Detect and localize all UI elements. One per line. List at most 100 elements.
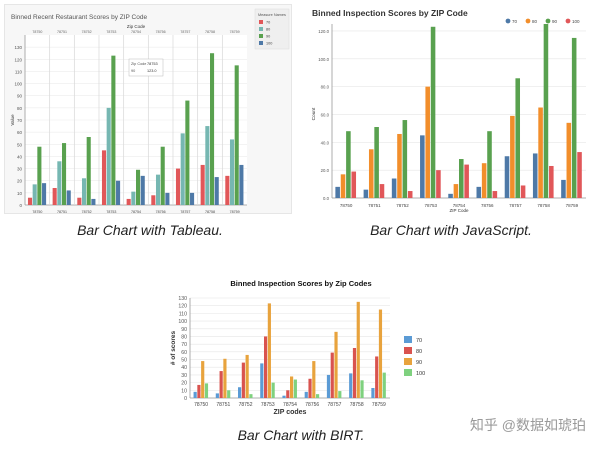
legend-swatch	[404, 347, 412, 354]
y-tick-label: 50	[17, 142, 23, 147]
x-axis-title: ZIP Code	[450, 208, 469, 212]
bar	[42, 183, 47, 205]
x-tick-label: 78750	[340, 203, 353, 208]
bar	[304, 391, 308, 398]
y-tick-label: 60	[181, 350, 187, 356]
bar	[264, 336, 268, 398]
y-tick-label: 130	[14, 45, 22, 50]
x-tick-label: 78758	[537, 203, 550, 208]
column-header: 78752	[82, 30, 92, 34]
y-tick-label: 60	[17, 130, 23, 135]
legend-label: 100	[572, 19, 580, 24]
bar	[286, 390, 290, 398]
legend: Measure Names 70 80 90 100	[254, 8, 290, 50]
bar	[151, 195, 156, 205]
x-tick-label: 78759	[230, 210, 240, 213]
bar	[190, 192, 195, 205]
tooltip-measure-value: 123.0	[147, 69, 157, 73]
x-tick-label: 78759	[372, 402, 386, 408]
bar	[448, 193, 453, 198]
column-header: 78753	[106, 30, 116, 34]
bar	[229, 139, 235, 205]
y-tick-label: 60.0	[321, 112, 330, 117]
javascript-chart: Binned Inspection Scores by ZIP Code 0.0 2…	[311, 8, 586, 213]
bar	[351, 171, 357, 198]
birt-chart-panel: Binned Inspection Scores by Zip Codes 0 10…	[170, 274, 432, 419]
x-tick-label: 78750	[194, 402, 208, 408]
bar	[223, 358, 227, 398]
bar	[349, 373, 353, 398]
legend: 70 80 90 100	[404, 336, 425, 377]
bar	[271, 382, 275, 398]
legend-swatch	[545, 18, 551, 24]
x-axis-title: ZIP codes	[274, 409, 307, 416]
legend-swatch	[259, 34, 263, 38]
chart-title: Binned Inspection Scores by Zip Codes	[230, 279, 371, 288]
legend-title: Measure Names	[258, 13, 286, 17]
bar	[200, 164, 205, 205]
y-tick-label: 40	[17, 154, 23, 159]
bar	[175, 168, 181, 205]
bar	[57, 161, 62, 205]
bar	[407, 191, 413, 198]
bar	[543, 24, 549, 198]
tooltip-zip-value: 78753	[147, 62, 158, 66]
bar	[245, 354, 249, 398]
bar	[453, 184, 459, 198]
bar	[185, 100, 190, 205]
bar	[340, 174, 346, 198]
y-tick-label: 90	[17, 94, 23, 99]
bar	[316, 394, 320, 398]
y-axis-title: Value	[10, 114, 15, 126]
bar	[378, 309, 383, 398]
bar	[210, 53, 215, 205]
bar	[37, 146, 42, 205]
bar	[549, 165, 554, 198]
y-tick-label: 50	[181, 358, 187, 364]
bar	[77, 197, 82, 205]
x-tick-label: 78756	[156, 210, 166, 213]
bar	[62, 143, 67, 205]
javascript-caption: Bar Chart with JavaScript.	[370, 222, 532, 238]
bar	[219, 371, 223, 398]
bar	[397, 133, 402, 198]
x-tick-label: 78759	[566, 203, 579, 208]
bar	[430, 26, 436, 199]
legend-swatch	[404, 336, 412, 343]
bar	[374, 127, 379, 198]
bar	[140, 175, 145, 205]
x-tick-label: 78757	[180, 210, 190, 213]
bar	[382, 372, 386, 398]
x-tick-label: 78756	[481, 203, 494, 208]
birt-chart: Binned Inspection Scores by Zip Codes 0 10…	[170, 279, 425, 416]
x-tick-label: 78758	[350, 402, 364, 408]
bar	[52, 188, 57, 205]
bar	[126, 198, 131, 205]
legend-swatch	[505, 18, 511, 24]
legend-swatch	[404, 358, 412, 365]
bar	[464, 164, 469, 198]
bar	[234, 65, 239, 205]
bar	[86, 137, 91, 205]
bar	[487, 131, 492, 198]
bar	[312, 361, 316, 398]
bar	[566, 122, 572, 198]
legend-label: 80	[416, 349, 422, 355]
y-tick-label: 10	[17, 191, 23, 196]
chart-title: Binned Recent Restaurant Scores by ZIP C…	[11, 14, 147, 21]
bar	[368, 149, 374, 198]
bar	[267, 303, 271, 398]
y-tick-label: 0	[19, 203, 22, 208]
bar	[538, 107, 543, 198]
legend-label: 70	[266, 21, 270, 25]
y-tick-label: 120	[14, 57, 22, 62]
x-axis-title: Zip Code	[127, 24, 146, 29]
y-tick-label: 40	[181, 365, 187, 371]
bar	[510, 115, 515, 198]
x-tick-label: 78756	[305, 402, 319, 408]
x-tick-label: 78752	[239, 402, 253, 408]
x-tick-label: 78753	[425, 203, 438, 208]
bar	[402, 120, 408, 198]
legend-swatch	[565, 18, 571, 24]
bar	[375, 356, 379, 398]
